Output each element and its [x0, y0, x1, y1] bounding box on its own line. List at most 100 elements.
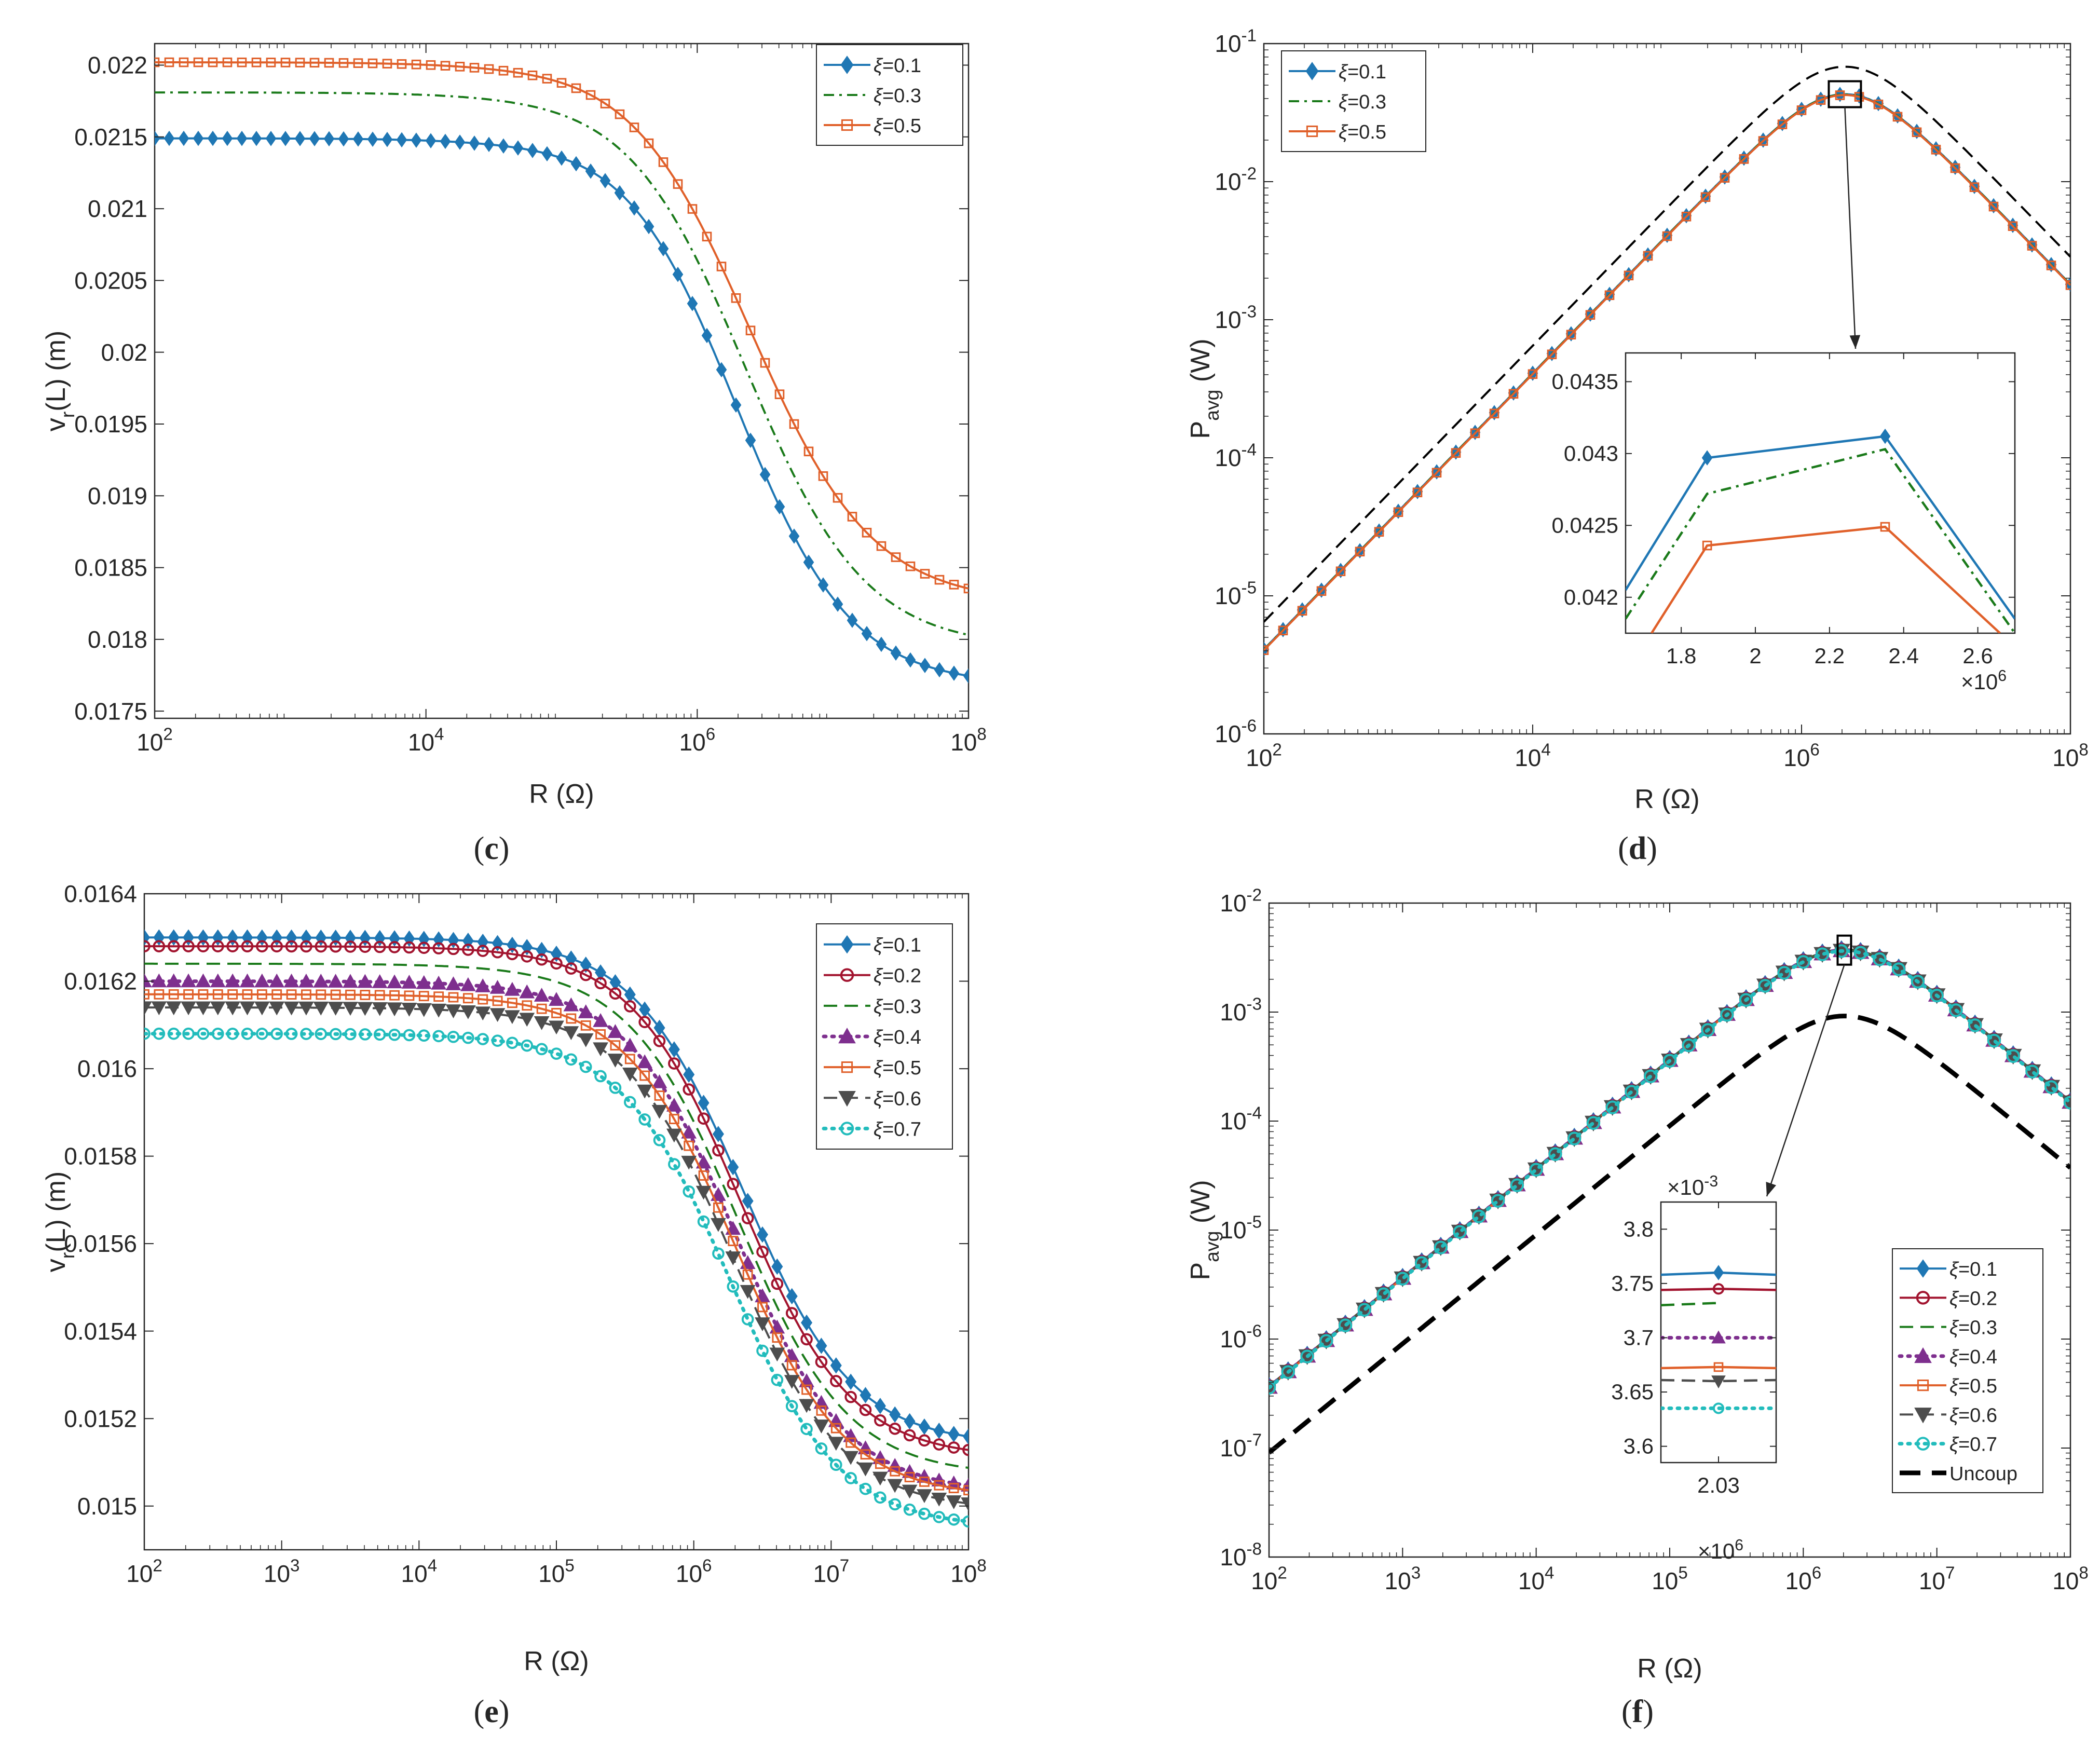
x-tick-label-base: 10 — [1919, 1567, 1945, 1594]
y-tick-label-exponent: -2 — [1242, 164, 1257, 183]
data-point — [323, 131, 335, 147]
legend-entry: ξ=0.4 — [1898, 1346, 1997, 1368]
y-tick-label-exponent: -4 — [1242, 440, 1257, 459]
data-point — [359, 940, 372, 953]
y-axis-label-subscript: avg — [1201, 1231, 1223, 1262]
data-point — [211, 1027, 224, 1040]
data-point — [416, 1003, 432, 1017]
inset-x-multiplier: ×106 — [1698, 1537, 1743, 1563]
legend-entry: ξ=0.2 — [1900, 1288, 1997, 1309]
data-point — [343, 1002, 358, 1016]
panel-label-close: ) — [499, 831, 510, 866]
data-point — [593, 1013, 608, 1027]
data-point — [181, 973, 196, 988]
data-point — [447, 1030, 460, 1043]
y-tick-label: 0.016 — [77, 1055, 137, 1082]
data-point — [1682, 1038, 1696, 1053]
data-point — [403, 941, 416, 954]
data-point — [242, 989, 253, 1000]
data-point — [144, 940, 151, 952]
legend-label-symbol: ξ — [874, 1088, 883, 1110]
y-tick-label-base: 10 — [1215, 582, 1241, 609]
data-point — [483, 137, 495, 153]
data-point — [578, 1004, 594, 1018]
data-point — [535, 953, 548, 966]
data-point — [388, 1028, 401, 1041]
data-point — [651, 1074, 667, 1088]
data-point — [1644, 1069, 1658, 1083]
data-point — [269, 973, 285, 988]
legend-label-value: =0.7 — [882, 1118, 921, 1140]
data-point — [828, 1437, 844, 1451]
inset-x-multiplier-base: ×10 — [1961, 670, 1998, 694]
legend-label-symbol: ξ — [874, 935, 883, 957]
data-point — [226, 1027, 239, 1040]
data-point — [1873, 952, 1887, 966]
data-point — [513, 67, 523, 78]
data-point — [280, 131, 291, 146]
data-point — [222, 57, 233, 67]
y-tick-label: 10-3 — [1215, 302, 1257, 333]
legend-marker — [1305, 62, 1319, 80]
data-point — [1472, 1209, 1486, 1223]
data-point — [313, 974, 329, 988]
x-tick-label-base: 10 — [1515, 744, 1541, 771]
data-point — [469, 135, 480, 151]
data-point — [357, 1002, 373, 1016]
data-point — [301, 989, 311, 1000]
data-point — [599, 173, 611, 188]
x-tick-label-base: 10 — [676, 1560, 702, 1587]
data-point — [211, 940, 224, 952]
legend-entry: ξ=0.6 — [824, 1088, 921, 1110]
legend-marker — [840, 968, 854, 982]
data-point — [1355, 547, 1365, 557]
y-tick-label-exponent: -6 — [1247, 1321, 1262, 1341]
data-point — [2008, 221, 2018, 231]
x-axis-label: R (Ω) — [529, 779, 594, 809]
data-point — [730, 397, 742, 413]
x-tick-label-base: 10 — [264, 1560, 290, 1587]
data-point — [432, 1030, 445, 1043]
inset-series-line — [1626, 447, 2015, 633]
data-point — [889, 1498, 902, 1511]
data-point — [595, 1029, 606, 1040]
y-tick-label: 0.022 — [88, 52, 147, 79]
data-point — [653, 1134, 666, 1147]
data-point — [522, 1000, 533, 1011]
data-point — [448, 992, 459, 1003]
data-point — [541, 146, 553, 162]
inset-series-line — [1661, 1366, 1776, 1370]
data-point — [475, 978, 491, 992]
data-point — [1624, 270, 1634, 281]
data-point — [742, 1193, 754, 1209]
y-axis-label: Pavg (W) — [1185, 338, 1223, 439]
data-point — [668, 1158, 680, 1170]
data-point — [905, 652, 916, 668]
x-tick-label-exponent: 4 — [1541, 740, 1550, 759]
data-point — [872, 1471, 888, 1486]
data-point — [740, 1285, 756, 1299]
data-point — [1796, 955, 1810, 969]
x-tick-label: 108 — [950, 1556, 987, 1587]
y-tick-label-exponent: -5 — [1242, 578, 1257, 597]
data-point — [550, 945, 563, 962]
data-point — [904, 1413, 916, 1430]
y-tick-label: 0.0156 — [64, 1230, 137, 1257]
data-point — [1414, 1256, 1429, 1270]
data-point — [1949, 1003, 1963, 1017]
data-point — [1393, 507, 1403, 517]
data-point — [570, 156, 582, 172]
data-point — [638, 1016, 651, 1029]
data-point — [874, 1398, 886, 1414]
data-point — [614, 185, 625, 201]
inset-y-multiplier: ×10-3 — [1667, 1173, 1718, 1199]
data-point — [887, 1479, 903, 1493]
legend-label: ξ=0.4 — [874, 1027, 921, 1048]
y-tick-label-base: 10 — [1220, 1108, 1246, 1135]
data-point — [1834, 944, 1849, 958]
legend-marker — [838, 1090, 856, 1107]
data-point — [460, 977, 476, 991]
data-point — [166, 1001, 182, 1016]
panel-label: (c) — [474, 831, 510, 866]
legend-label-value: =0.5 — [1347, 121, 1386, 143]
